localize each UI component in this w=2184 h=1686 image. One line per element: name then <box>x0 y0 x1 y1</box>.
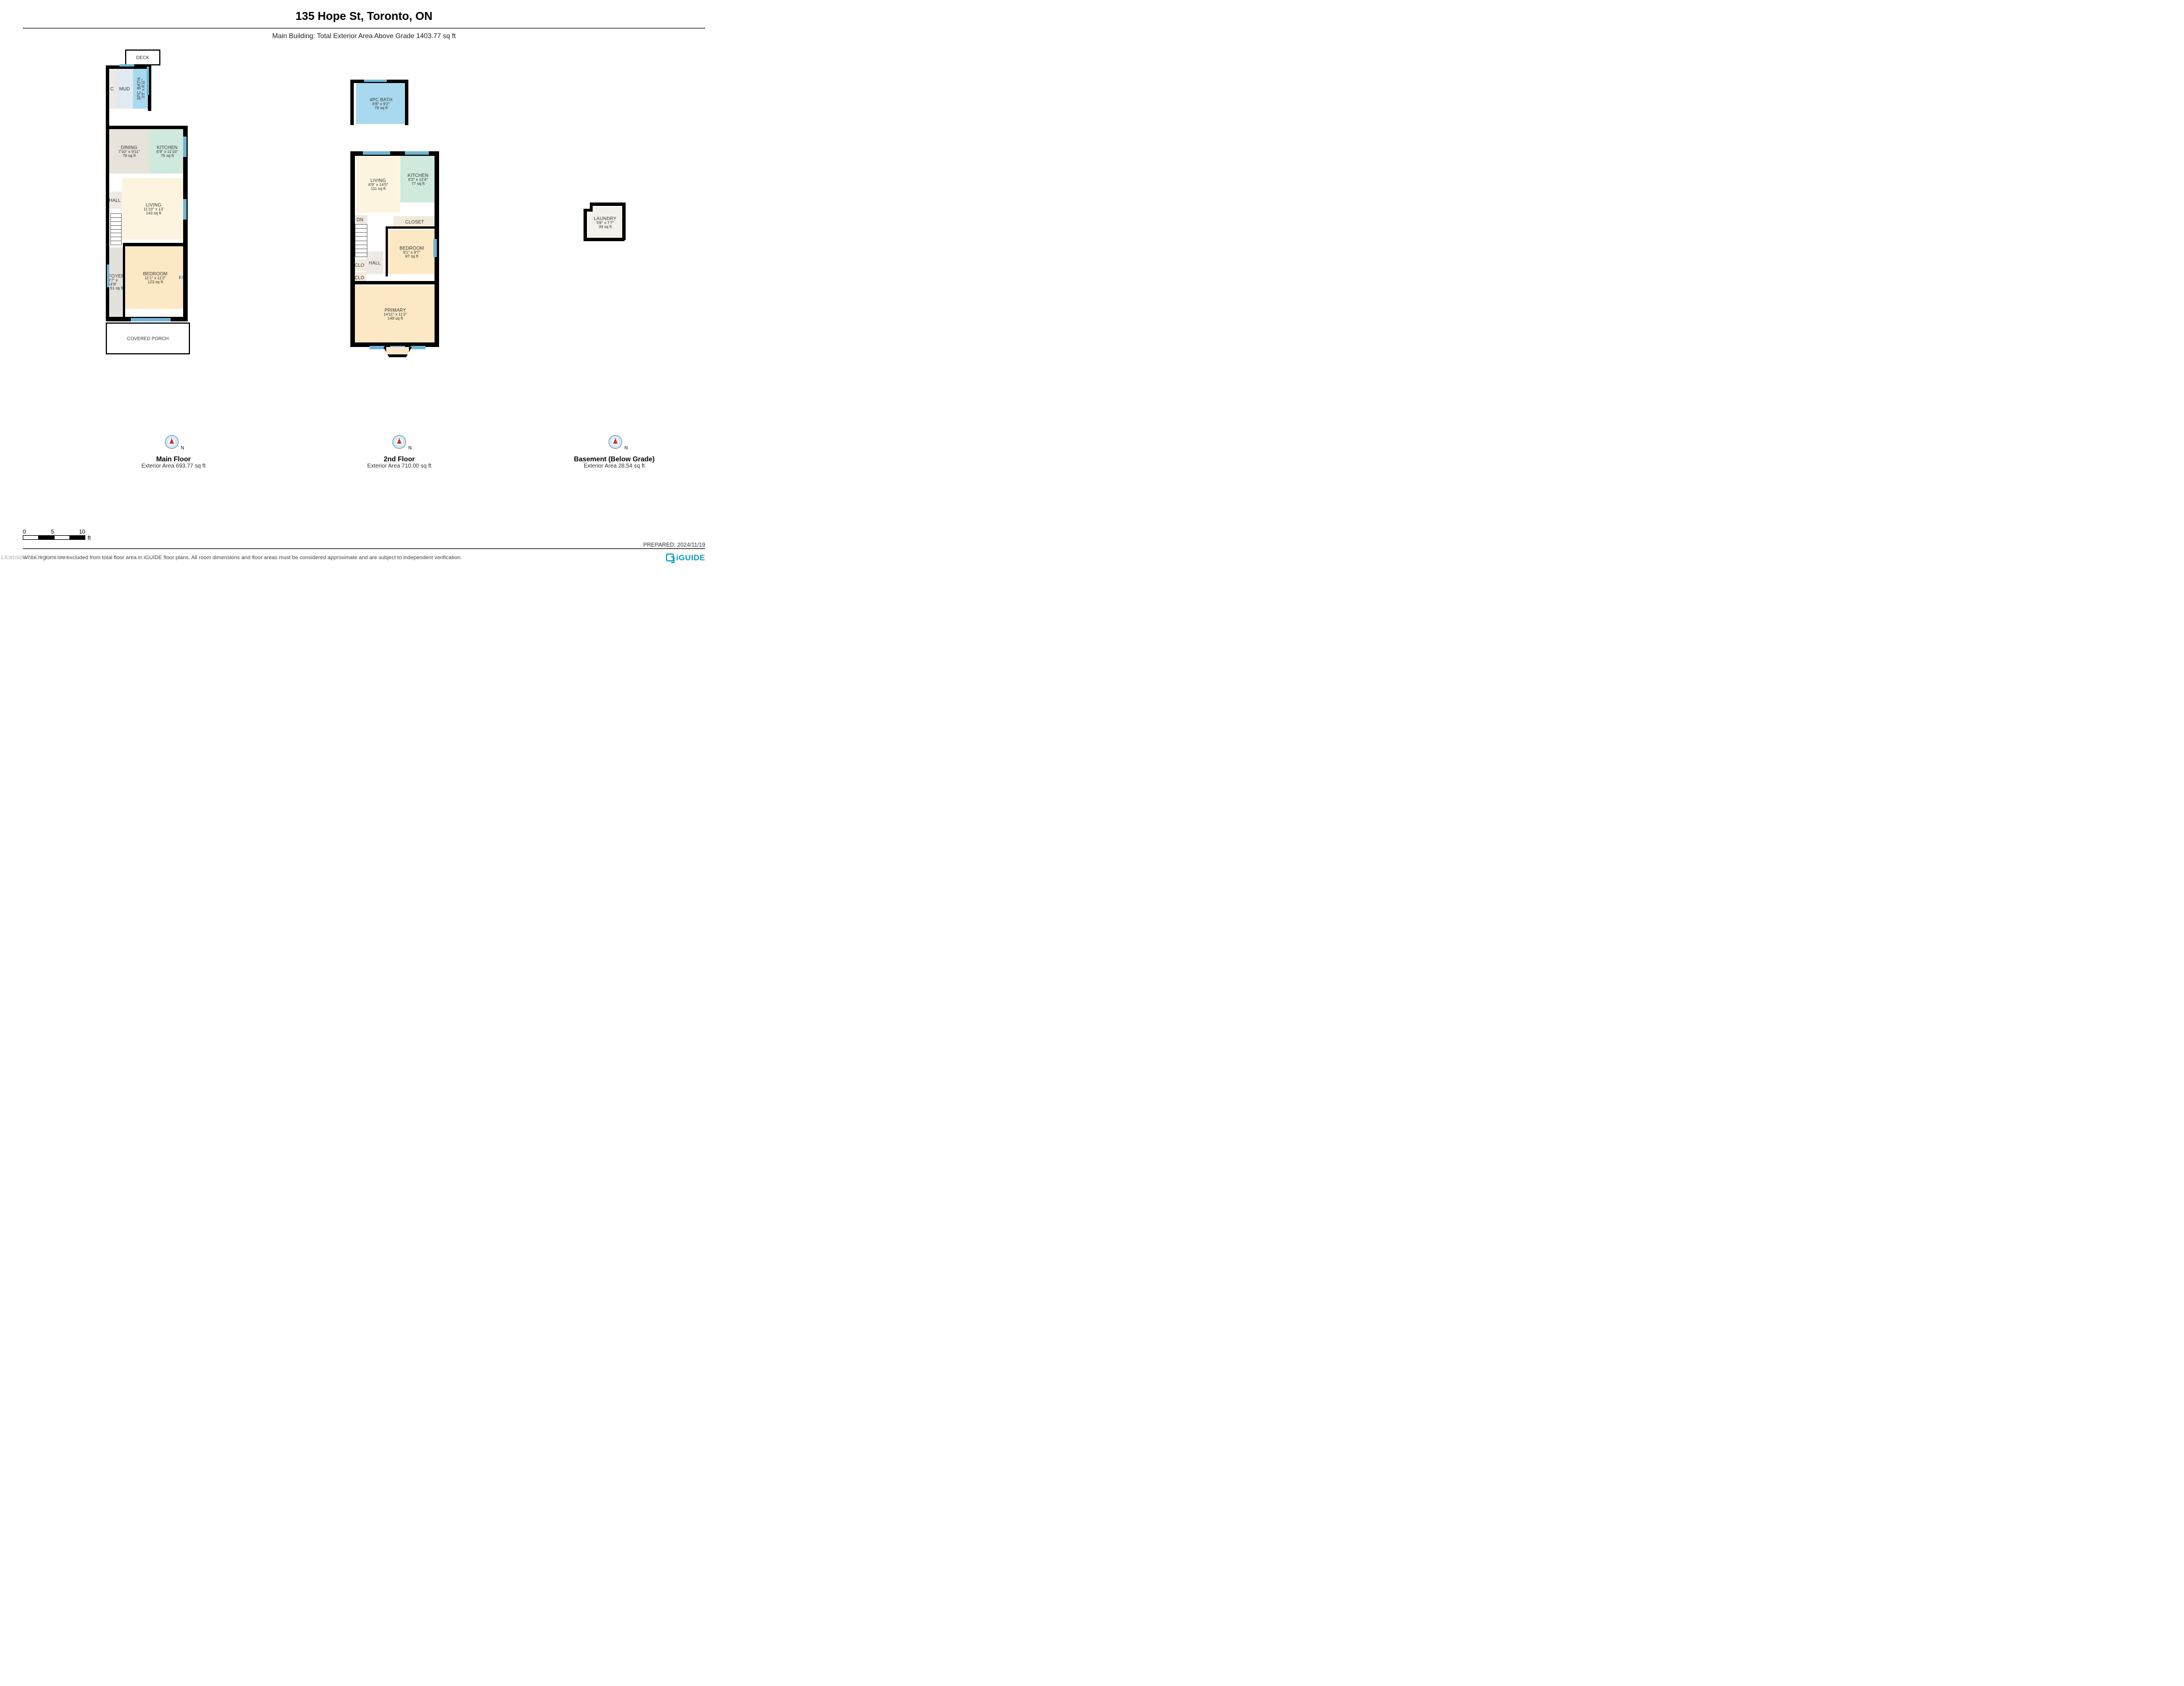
window-opening <box>107 265 109 287</box>
wall-segment <box>405 80 408 125</box>
floor-label-basement: Basement (Below Grade)Exterior Area 28.5… <box>557 455 671 469</box>
bay-window <box>383 347 412 357</box>
room-kitchen: KITCHEN6'2" x 12'4"77 sq ft <box>400 156 436 203</box>
room-hall: HALL <box>366 251 383 274</box>
wall-segment <box>123 243 188 246</box>
window-opening <box>370 346 384 349</box>
window-opening <box>364 80 387 82</box>
compass-icon <box>609 435 622 449</box>
prepared-date: PREPARED: 2024/11/19 <box>23 541 705 548</box>
window-opening <box>405 151 429 155</box>
brand-logo: iGUIDE <box>666 553 705 562</box>
scale-tick: 10 <box>79 529 85 535</box>
license-watermark: Licensed to Cornerstone <box>1 554 69 561</box>
room-4pc-bath: 4PC BATH8'8" x 9'2"78 sq ft <box>356 83 406 124</box>
window-opening <box>433 239 437 257</box>
stairs <box>110 213 122 245</box>
room-bedroom: BEDROOM11'1" x 11'2"123 sq ft <box>125 246 185 309</box>
window-opening <box>411 346 425 349</box>
window-opening <box>119 64 134 67</box>
compass-label: N <box>181 445 184 451</box>
room-kitchen: KITCHEN6'9" x 11'10"75 sq ft <box>149 129 185 173</box>
window-opening <box>183 199 187 220</box>
wall-segment <box>386 226 388 276</box>
disclaimer-text: White regions are excluded from total fl… <box>23 555 462 561</box>
room-covered-porch: COVERED PORCH <box>106 323 190 354</box>
wall-segment <box>386 226 437 229</box>
room-bedroom: BEDROOM9'1" x 9'7"87 sq ft <box>388 230 436 274</box>
scale-bar: 0 5 10 ft <box>23 529 114 542</box>
page-subtitle: Main Building: Total Exterior Area Above… <box>23 32 705 40</box>
room-closet: CLOSET <box>394 216 436 228</box>
wall-segment <box>123 243 125 318</box>
room-deck: DECK <box>125 49 160 65</box>
compass-label: N <box>624 445 628 451</box>
wall-segment <box>622 203 626 240</box>
window-opening <box>363 151 390 155</box>
compass-icon <box>392 435 406 449</box>
window-opening <box>183 137 187 157</box>
floor-label-main: Main FloorExterior Area 693.77 sq ft <box>117 455 230 469</box>
room-primary: PRIMARY14'11" x 11'2"149 sq ft <box>355 286 436 342</box>
compass-icon <box>165 435 179 449</box>
page-title: 135 Hope St, Toronto, ON <box>23 0 705 23</box>
room-hall: HALL <box>108 192 122 209</box>
window-opening <box>147 67 149 95</box>
footer: PREPARED: 2024/11/19 White regions are e… <box>23 541 705 562</box>
brand-cube-icon <box>666 553 674 561</box>
wall-segment <box>350 151 355 345</box>
scale-tick: 5 <box>51 529 54 535</box>
scale-tick: 0 <box>23 529 26 535</box>
floor-label-second: 2nd FloorExterior Area 710.00 sq ft <box>342 455 456 469</box>
room-c: C <box>108 69 116 109</box>
room-mud: MUD <box>116 69 133 109</box>
room-laundry: LAUNDRY5'8" x 7'7"39 sq ft <box>588 207 622 238</box>
floor-plans: DECKCMUD3PC BATH3'5" x 8'11"DINING7'10" … <box>23 46 705 466</box>
wall-segment <box>106 126 188 129</box>
wall-segment <box>350 80 354 125</box>
compass-label: N <box>408 445 412 451</box>
room-dining: DINING7'10" x 9'11"79 sq ft <box>109 129 149 173</box>
room-living: LIVING11'10" x 13'143 sq ft <box>122 178 185 239</box>
wall-segment <box>350 281 439 284</box>
brand-text: iGUIDE <box>676 553 705 562</box>
room-living: LIVING8'9" x 14'5"111 sq ft <box>356 156 400 213</box>
window-opening <box>131 318 171 321</box>
wall-segment <box>584 238 624 241</box>
stairs <box>355 224 367 257</box>
wall-notch <box>584 203 593 212</box>
